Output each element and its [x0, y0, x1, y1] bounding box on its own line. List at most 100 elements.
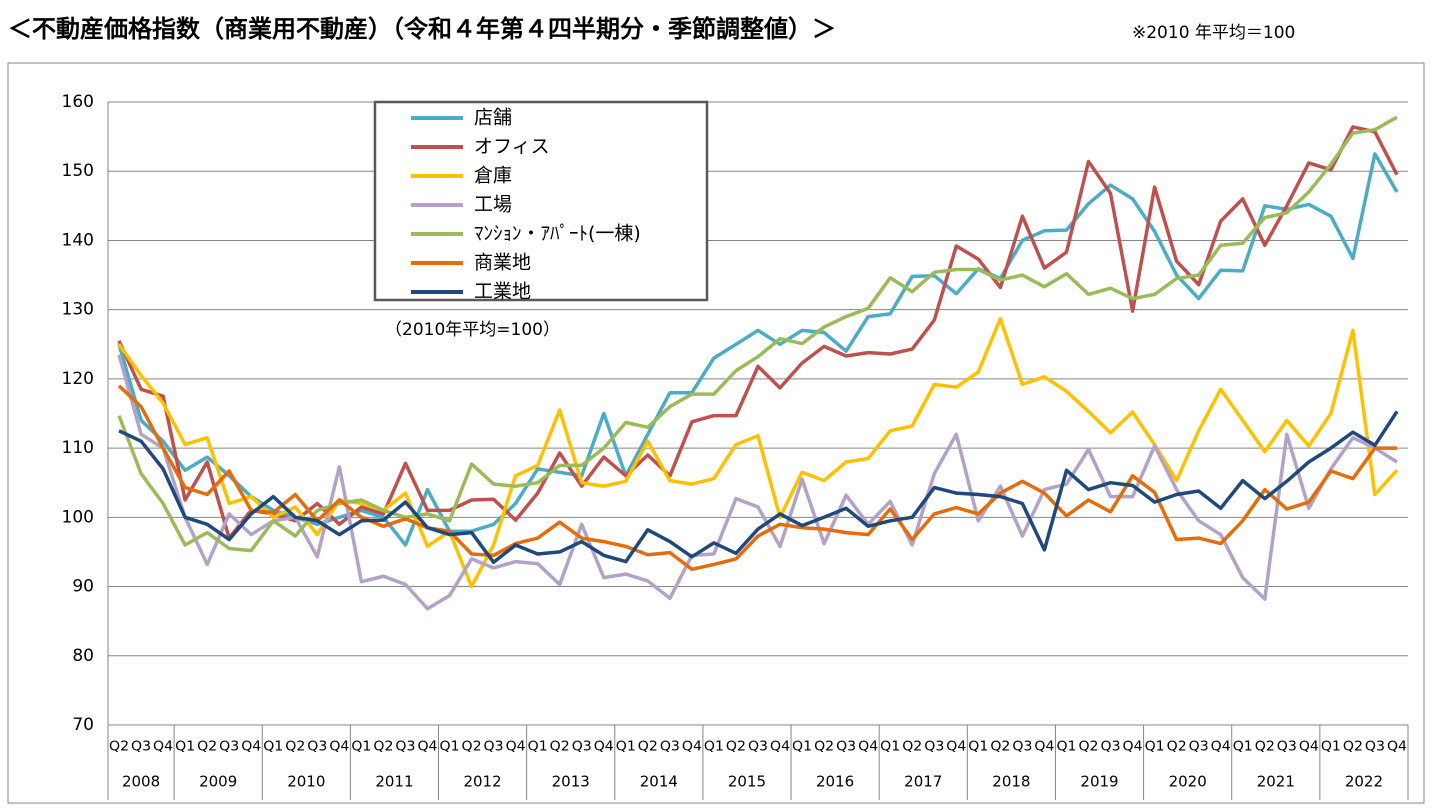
- x-tick-label: Q4: [946, 740, 966, 755]
- legend-label: 倉庫: [474, 165, 512, 187]
- x-tick-label: Q3: [924, 740, 944, 755]
- x-tick-label: Q2: [462, 740, 482, 755]
- year-label: 2010: [287, 773, 325, 791]
- y-tick-label: 150: [62, 161, 94, 181]
- year-label: 2015: [728, 773, 766, 791]
- y-tick-label: 70: [72, 715, 94, 735]
- x-tick-label: Q3: [484, 740, 504, 755]
- year-label: 2017: [904, 773, 942, 791]
- x-tick-label: Q2: [1078, 740, 1098, 755]
- chart-frame: [7, 62, 1425, 804]
- x-tick-label: Q3: [836, 740, 856, 755]
- x-tick-label: Q2: [990, 740, 1010, 755]
- y-tick-label: 120: [62, 369, 94, 389]
- y-tick-label: 80: [72, 646, 94, 666]
- year-label: 2019: [1080, 773, 1118, 791]
- x-tick-label: Q4: [417, 740, 437, 755]
- year-label: 2008: [122, 773, 160, 791]
- year-label: 2009: [199, 773, 237, 791]
- x-tick-label: Q3: [307, 740, 327, 755]
- legend-label: ﾏﾝｼｮﾝ・ｱﾊﾟｰﾄ(一棟): [474, 223, 641, 245]
- x-tick-label: Q3: [1012, 740, 1032, 755]
- legend-label: 商業地: [474, 252, 531, 274]
- x-tick-label: Q1: [880, 740, 900, 755]
- year-label: 2022: [1345, 773, 1383, 791]
- legend-label: 工場: [474, 194, 512, 216]
- x-tick-label: Q4: [858, 740, 878, 755]
- x-tick-label: Q1: [440, 740, 460, 755]
- annotation: （2010年平均=100）: [385, 320, 560, 340]
- y-tick-label: 160: [62, 92, 94, 112]
- year-label: 2020: [1169, 773, 1207, 791]
- x-tick-label: Q1: [968, 740, 988, 755]
- x-tick-label: Q2: [285, 740, 305, 755]
- x-tick-label: Q3: [131, 740, 151, 755]
- x-tick-label: Q2: [814, 740, 834, 755]
- x-tick-label: Q1: [616, 740, 636, 755]
- x-tick-label: Q2: [638, 740, 658, 755]
- x-tick-label: Q4: [1299, 740, 1319, 755]
- x-tick-label: Q1: [704, 740, 724, 755]
- series-line: [117, 354, 1398, 611]
- x-tick-label: Q4: [1387, 740, 1407, 755]
- legend-label: 店舗: [474, 107, 512, 129]
- x-tick-label: Q3: [748, 740, 768, 755]
- legend-label: オフィス: [474, 136, 550, 158]
- x-tick-label: Q2: [1343, 740, 1363, 755]
- x-tick-label: Q4: [770, 740, 790, 755]
- x-tick-label: Q4: [1123, 740, 1143, 755]
- year-label: 2011: [375, 773, 413, 791]
- x-tick-label: Q1: [1321, 740, 1341, 755]
- x-tick-label: Q1: [1145, 740, 1165, 755]
- x-tick-label: Q4: [682, 740, 702, 755]
- x-tick-label: Q4: [329, 740, 349, 755]
- x-tick-label: Q1: [1233, 740, 1253, 755]
- y-tick-label: 110: [62, 438, 94, 458]
- x-tick-label: Q2: [902, 740, 922, 755]
- x-tick-label: Q4: [1211, 740, 1231, 755]
- x-tick-label: Q4: [594, 740, 614, 755]
- year-label: 2018: [992, 773, 1030, 791]
- y-tick-label: 130: [62, 300, 94, 320]
- x-tick-label: Q2: [550, 740, 570, 755]
- x-tick-label: Q3: [1365, 740, 1385, 755]
- x-tick-label: Q2: [373, 740, 393, 755]
- note: ※2010 年平均＝100: [1132, 23, 1295, 43]
- x-tick-label: Q3: [1189, 740, 1209, 755]
- x-tick-label: Q4: [241, 740, 261, 755]
- series-line: [117, 125, 1399, 540]
- x-tick-label: Q2: [726, 740, 746, 755]
- x-tick-label: Q3: [395, 740, 415, 755]
- x-tick-label: Q2: [1167, 740, 1187, 755]
- x-tick-label: Q4: [1034, 740, 1054, 755]
- x-tick-label: Q3: [572, 740, 592, 755]
- x-tick-label: Q1: [528, 740, 548, 755]
- x-tick-label: Q3: [1101, 740, 1121, 755]
- x-tick-label: Q4: [506, 740, 526, 755]
- series-line: [117, 384, 1397, 572]
- x-tick-label: Q4: [153, 740, 173, 755]
- x-tick-label: Q3: [660, 740, 680, 755]
- x-tick-label: Q1: [263, 740, 283, 755]
- x-tick-label: Q1: [175, 740, 195, 755]
- year-label: 2012: [463, 773, 501, 791]
- x-tick-label: Q2: [109, 740, 129, 755]
- x-tick-label: Q3: [1277, 740, 1297, 755]
- series-line: [118, 410, 1399, 565]
- y-tick-label: 140: [62, 230, 94, 250]
- chart-title: ＜不動産価格指数（商業用不動産）（令和４年第４四半期分・季節調整値）＞: [8, 15, 836, 43]
- legend-box: [373, 100, 709, 302]
- x-tick-label: Q1: [351, 740, 371, 755]
- legend-label: 工業地: [474, 281, 531, 303]
- year-label: 2016: [816, 773, 854, 791]
- year-label: 2014: [640, 773, 678, 791]
- year-label: 2021: [1257, 773, 1295, 791]
- year-label: 2013: [552, 773, 590, 791]
- y-tick-label: 90: [72, 577, 94, 597]
- x-tick-label: Q2: [197, 740, 217, 755]
- series-line: [117, 316, 1399, 589]
- x-tick-label: Q1: [1056, 740, 1076, 755]
